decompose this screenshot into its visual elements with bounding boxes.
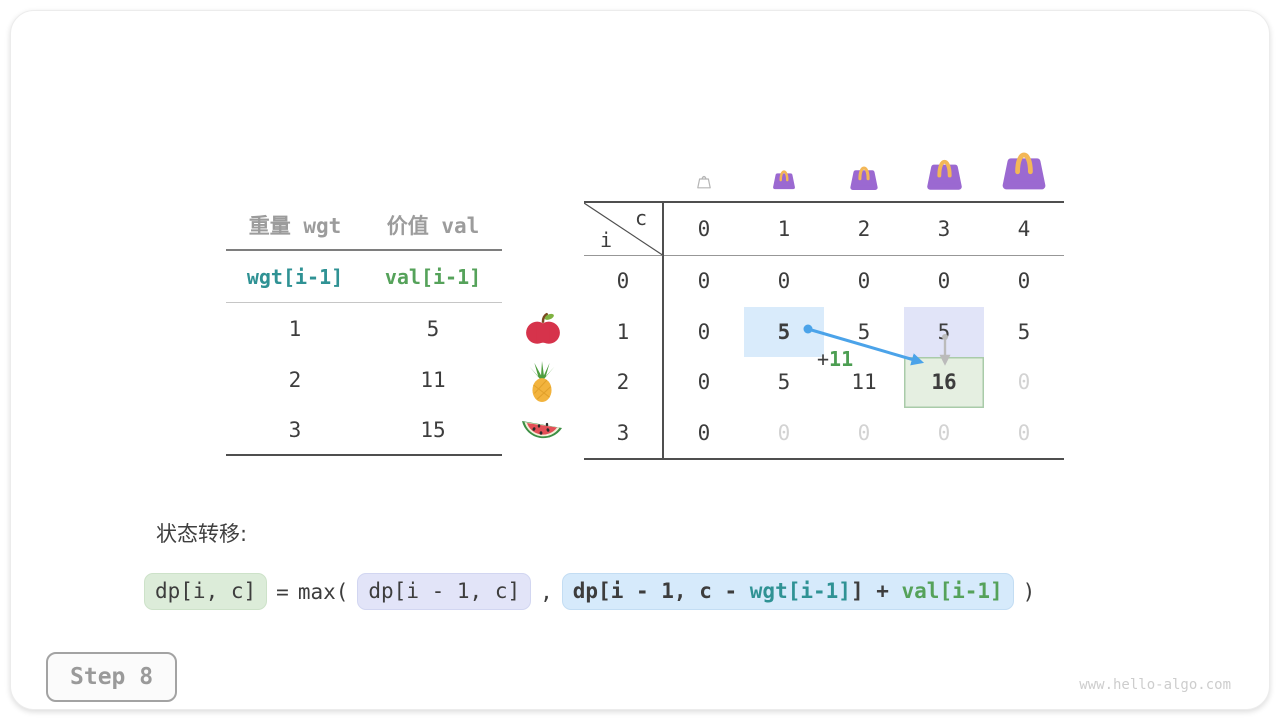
dp-cell-i2-c2: 11	[851, 370, 877, 395]
dp-colhead-c1: 1	[744, 203, 824, 256]
formula-arg2-pill: dp[i - 1, c - wgt[i-1]] + val[i-1]	[561, 573, 1014, 611]
plus-sign: +	[817, 347, 830, 371]
arg2-middle: ] +	[850, 579, 902, 603]
dp-cell-i3-c1: 0	[777, 420, 791, 445]
pineapple-icon	[529, 361, 555, 403]
item2-weight: 2	[288, 367, 302, 392]
item1-value: 5	[426, 316, 440, 341]
bag-medium-icon	[850, 166, 878, 190]
value-column-header: 价值 val	[386, 214, 480, 238]
dp-cell-i3-c0: 0	[697, 420, 711, 445]
item-axis-label: i	[600, 228, 613, 252]
dp-cell-i0-c3: 0	[937, 269, 951, 294]
dp-cell-i3-c4: 0	[1017, 420, 1031, 445]
dp-cell-i3-c2: 0	[857, 420, 871, 445]
dp-cell-i1-c0: 0	[697, 319, 711, 344]
items-table: 重量 wgt 价值 val wgt[i-1] val[i-1] 1 5 2 11…	[226, 201, 502, 456]
bag-xlarge-icon	[1002, 152, 1046, 190]
dp-colhead-c4: 4	[984, 203, 1064, 256]
weight-column-header: 重量 wgt	[248, 214, 342, 238]
item1-weight: 1	[288, 316, 302, 341]
items-table-header: 重量 wgt 价值 val	[226, 201, 502, 251]
bag-small-icon	[773, 170, 795, 190]
formula-arg1-pill: dp[i - 1, c]	[357, 573, 532, 611]
watermelon-icon	[522, 421, 562, 439]
watermark: www.hello-algo.com	[1079, 677, 1231, 693]
dp-colhead-c2: 2	[824, 203, 904, 256]
step-badge: Step 8	[46, 652, 178, 702]
dp-rowhead-i3: 3	[584, 407, 664, 458]
dp-cell-i1-c3-source-highlight: 5	[904, 306, 984, 357]
apple-icon	[526, 312, 560, 344]
dp-colhead-c3: 3	[904, 203, 984, 256]
arg2-val-term: val[i-1]	[901, 579, 1003, 603]
dp-cell-i2-c3-target-highlight: 16	[904, 357, 984, 408]
formula-lhs-pill: dp[i, c]	[144, 573, 268, 611]
dp-cell-i0-c2: 0	[857, 269, 871, 294]
val-index-label: val[i-1]	[384, 264, 482, 289]
add-value-annotation: +11	[817, 347, 853, 371]
wgt-index-label: wgt[i-1]	[246, 264, 344, 289]
dp-cell-i2-c4: 0	[1017, 370, 1031, 395]
corner-diagonal-line	[584, 203, 664, 256]
dp-cell-i0-c4: 0	[1017, 269, 1031, 294]
item2-value: 11	[420, 367, 446, 392]
item-row-3: 3 15	[226, 405, 502, 456]
diagram-card: 重量 wgt 价值 val wgt[i-1] val[i-1] 1 5 2 11…	[10, 10, 1270, 710]
item-row-1: 1 5	[226, 303, 502, 354]
arg2-prefix: dp[i - 1, c -	[572, 579, 750, 603]
dp-cell-i0-c0: 0	[697, 269, 711, 294]
dp-rowhead-i2: 2	[584, 357, 664, 408]
item3-value: 15	[420, 417, 446, 442]
arg2-wgt-term: wgt[i-1]	[749, 579, 851, 603]
comma-separator: ,	[540, 579, 553, 604]
dp-cell-i1-c4: 5	[1017, 319, 1031, 344]
capacity-axis-label: c	[634, 206, 647, 230]
dp-rowhead-i0: 0	[584, 256, 664, 307]
dp-colhead-c0: 0	[664, 203, 744, 256]
item-row-2: 2 11	[226, 354, 502, 405]
dp-cell-i0-c1: 0	[777, 269, 791, 294]
item3-weight: 3	[288, 417, 302, 442]
dp-cell-i1-c1-source-highlight: 5	[744, 306, 824, 357]
bag-large-icon	[927, 159, 962, 190]
dp-rowhead-i1: 1	[584, 306, 664, 357]
dp-cell-i2-c0: 0	[697, 370, 711, 395]
items-index-row: wgt[i-1] val[i-1]	[226, 251, 502, 303]
dp-corner-cell: c i	[584, 203, 664, 256]
transition-formula: dp[i, c] = max( dp[i - 1, c] , dp[i - 1,…	[144, 573, 1036, 611]
dp-cell-i2-c1: 5	[777, 370, 791, 395]
added-value: 11	[829, 347, 854, 371]
close-paren: )	[1022, 579, 1036, 604]
equals-sign: =	[276, 579, 289, 604]
bag-ghost-icon	[697, 175, 711, 189]
dp-table: c i 0 1 2 3 4 0 0 0 0 0 0 1 0 5 5 5 5 2 …	[584, 201, 1064, 460]
max-open: max(	[297, 579, 349, 604]
dp-cell-i3-c3: 0	[937, 420, 951, 445]
transition-heading: 状态转移:	[156, 522, 248, 546]
